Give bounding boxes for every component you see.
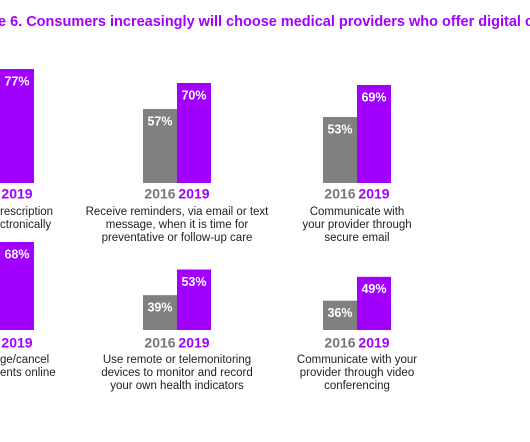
description: ge/cancel: [0, 354, 49, 366]
description: preventative or follow-up care: [102, 232, 253, 244]
description: Communicate with: [310, 206, 405, 218]
year-label: 2019: [1, 335, 32, 351]
description: ents online: [0, 367, 56, 379]
description: provider through video: [300, 367, 414, 379]
description: secure email: [324, 232, 389, 244]
bar: [177, 269, 211, 330]
bar: [323, 300, 357, 330]
description: conferencing: [324, 380, 390, 392]
bar: [0, 242, 34, 330]
description: Communicate with your: [297, 354, 417, 366]
year-label: 2019: [358, 335, 389, 351]
description: ctronically: [0, 219, 51, 231]
year-label: 2019: [178, 335, 209, 351]
year-label: 2019: [358, 186, 389, 202]
value-label: 70%: [181, 88, 206, 102]
bar: [357, 85, 391, 183]
value-label: 49%: [361, 282, 386, 296]
value-label: 68%: [4, 247, 29, 261]
description: Receive reminders, via email or text: [86, 206, 270, 218]
year-label: 2019: [1, 186, 32, 202]
year-label: 2019: [178, 186, 209, 202]
description: message, when it is time for: [106, 219, 249, 231]
value-label: 53%: [181, 275, 206, 289]
year-label: 2016: [144, 186, 175, 202]
bar: [143, 109, 177, 183]
bar: [0, 69, 34, 183]
bar: [177, 83, 211, 183]
description: your own health indicators: [110, 380, 244, 392]
bar: [143, 295, 177, 330]
year-label: 2016: [324, 335, 355, 351]
value-label: 39%: [147, 300, 172, 314]
value-label: 53%: [327, 122, 352, 136]
description: rescription: [0, 206, 53, 218]
value-label: 77%: [4, 74, 29, 88]
value-label: 69%: [361, 90, 386, 104]
year-label: 2016: [324, 186, 355, 202]
description: your provider through: [302, 219, 411, 231]
bar: [357, 276, 391, 330]
description: Use remote or telemonitoring: [103, 354, 251, 366]
description: devices to monitor and record: [101, 367, 253, 379]
value-label: 57%: [147, 114, 172, 128]
title: e 6. Consumers increasingly will choose …: [0, 14, 530, 30]
bar: [323, 117, 357, 183]
year-label: 2016: [144, 335, 175, 351]
value-label: 36%: [327, 306, 352, 320]
